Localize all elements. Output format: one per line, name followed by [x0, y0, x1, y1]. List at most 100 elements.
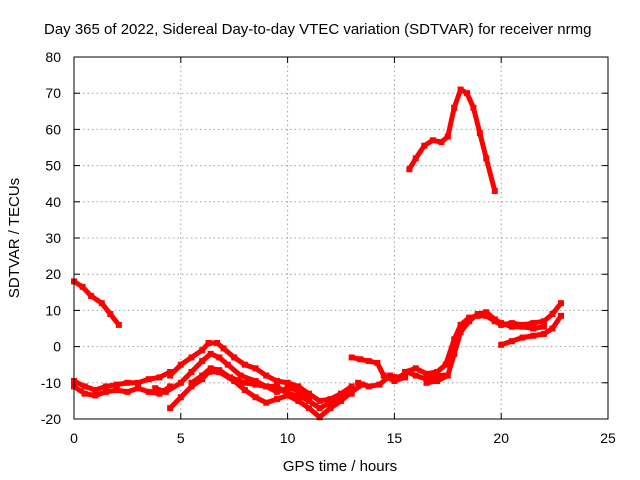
y-tick-label: -10 — [41, 375, 61, 391]
grid-lines — [74, 57, 608, 419]
series-track-e — [167, 339, 355, 404]
data-point — [451, 104, 458, 111]
data-point — [558, 312, 565, 319]
data-point — [237, 372, 244, 379]
data-point — [387, 372, 394, 379]
series-track-c — [71, 368, 174, 394]
data-point — [327, 396, 334, 403]
data-point — [177, 394, 184, 401]
data-point — [284, 392, 291, 399]
data-point — [530, 320, 537, 327]
data-point — [316, 397, 323, 404]
data-point — [498, 341, 505, 348]
data-point — [549, 311, 556, 318]
data-point — [348, 354, 355, 361]
data-point — [124, 388, 131, 395]
data-point — [316, 405, 323, 412]
data-point — [338, 390, 344, 397]
data-point — [107, 311, 114, 318]
data-point — [558, 300, 565, 307]
data-point — [549, 325, 556, 332]
data-point — [224, 361, 231, 368]
data-point — [81, 383, 88, 390]
data-point — [226, 374, 233, 381]
data-point — [156, 374, 163, 381]
data-point — [402, 368, 409, 375]
y-tick-label: 50 — [45, 158, 61, 174]
data-point — [327, 405, 334, 412]
data-point — [442, 361, 449, 368]
series-track-i — [348, 354, 409, 384]
data-point — [188, 379, 195, 386]
y-tick-label: 10 — [45, 302, 61, 318]
data-point — [434, 377, 441, 384]
data-point — [305, 390, 312, 397]
data-point — [530, 325, 537, 332]
data-point — [434, 368, 441, 375]
data-point — [423, 370, 430, 377]
data-point — [540, 323, 547, 330]
data-point — [81, 390, 88, 397]
data-point — [295, 383, 302, 390]
data-point — [438, 139, 445, 146]
data-point — [483, 312, 490, 319]
data-series — [71, 86, 565, 421]
data-point — [305, 397, 312, 404]
data-point — [231, 354, 238, 361]
data-point — [305, 405, 312, 412]
data-point — [167, 368, 174, 375]
data-point — [113, 381, 120, 388]
data-point — [156, 390, 163, 397]
data-point — [273, 388, 280, 395]
data-point — [216, 354, 223, 361]
y-axis-label: SDTVAR / TECUs — [6, 178, 23, 298]
data-point — [207, 350, 214, 357]
series-track-m — [498, 312, 565, 348]
x-tick-label: 20 — [493, 430, 509, 446]
series-track-f — [152, 350, 355, 412]
data-point — [273, 377, 280, 384]
series-track-g — [167, 368, 366, 421]
data-point — [103, 383, 110, 390]
data-point — [338, 397, 344, 404]
data-point — [444, 372, 451, 379]
data-point — [457, 86, 464, 93]
data-point — [519, 323, 526, 330]
data-point — [357, 356, 364, 363]
data-point — [295, 387, 302, 394]
data-point — [380, 372, 387, 379]
y-tick-label: 30 — [45, 230, 61, 246]
data-point — [348, 388, 355, 395]
data-point — [284, 379, 291, 386]
data-point — [395, 374, 402, 381]
data-point — [207, 365, 214, 372]
data-point — [355, 379, 362, 386]
data-point — [241, 361, 248, 368]
data-point — [412, 155, 419, 162]
x-tick-label: 15 — [387, 430, 403, 446]
data-point — [162, 388, 169, 395]
data-point — [316, 414, 323, 421]
data-point — [252, 381, 259, 388]
data-point — [252, 365, 259, 372]
data-point — [365, 383, 372, 390]
y-tick-label: 20 — [45, 266, 61, 282]
series-track-l — [423, 309, 547, 386]
data-point — [199, 372, 206, 379]
data-point — [466, 318, 473, 325]
data-point — [216, 367, 223, 374]
data-point — [88, 292, 95, 299]
data-point — [466, 314, 473, 321]
data-point — [327, 399, 334, 406]
data-point — [263, 372, 270, 379]
data-point — [98, 300, 105, 307]
data-point — [79, 283, 86, 290]
data-point — [470, 104, 477, 111]
plot-frame — [73, 56, 609, 420]
data-point — [199, 376, 206, 383]
data-point — [402, 374, 409, 381]
data-point — [124, 379, 131, 386]
series-line — [71, 383, 173, 398]
data-point — [434, 372, 441, 379]
data-point — [508, 323, 515, 330]
